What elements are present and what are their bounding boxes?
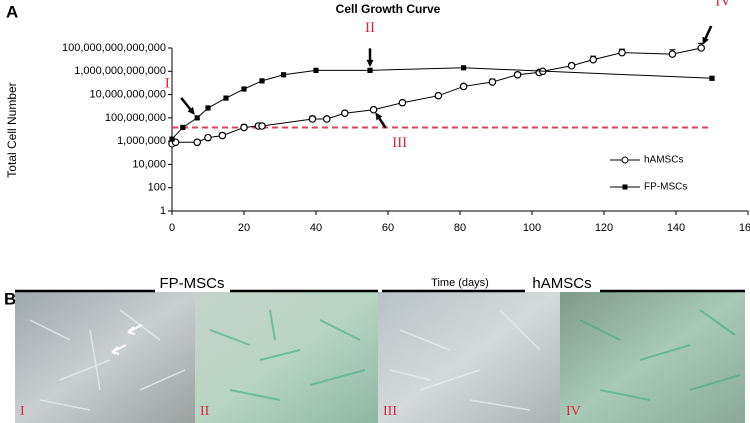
micrograph — [560, 292, 745, 423]
point — [180, 124, 186, 131]
point — [223, 95, 229, 101]
point — [367, 67, 373, 73]
x-tick-label: 20 — [238, 222, 250, 234]
point — [204, 133, 212, 142]
point — [513, 70, 522, 79]
point — [398, 98, 407, 107]
image-label: III — [383, 404, 397, 419]
stain — [209, 309, 741, 401]
x-axis-label: Time (days) — [431, 277, 489, 289]
x-tick-label: 160 — [739, 222, 750, 234]
point — [313, 67, 319, 73]
annotation: II — [365, 20, 375, 36]
point — [459, 82, 468, 91]
y-tick-label: 100 — [148, 182, 166, 194]
point — [169, 136, 175, 142]
x-tick-label: 40 — [310, 222, 322, 234]
y-tick-label: 10,000,000,000 — [90, 88, 166, 100]
x-tick-label: 140 — [667, 222, 685, 234]
point — [240, 123, 248, 132]
image-label: II — [200, 404, 210, 419]
x-tick-label: 60 — [382, 222, 394, 234]
micrograph — [378, 292, 560, 423]
panel-b: FP-MSCs hAMSCs I II III IV — [15, 275, 745, 423]
chart-title: Cell Growth Curve — [336, 2, 441, 16]
group-label: FP-MSCs — [160, 275, 225, 292]
annotation-arrowhead — [187, 107, 195, 115]
y-tick-label: 10,000 — [132, 158, 166, 170]
x-tick-label: 120 — [595, 222, 613, 234]
legend-marker — [622, 184, 628, 190]
annotation: I — [165, 75, 170, 91]
point — [488, 78, 497, 86]
point — [241, 86, 247, 92]
y-tick-label: 1,000,000 — [117, 135, 166, 147]
point — [369, 105, 378, 114]
point — [205, 105, 211, 111]
annotation-arrowhead — [702, 36, 709, 45]
point — [340, 109, 349, 118]
x-tick-label: 80 — [454, 222, 466, 234]
point — [434, 91, 443, 100]
y-tick-label: 100,000,000 — [105, 112, 166, 124]
image-label: IV — [566, 404, 581, 419]
arrows — [111, 324, 143, 355]
point — [589, 55, 598, 64]
point — [322, 115, 331, 123]
point — [194, 115, 200, 121]
point — [281, 72, 287, 78]
point — [709, 75, 715, 81]
micrograph — [195, 292, 378, 423]
point — [193, 138, 202, 147]
point — [461, 65, 467, 71]
panel-label: A — [6, 2, 18, 21]
point — [258, 122, 266, 130]
point — [259, 78, 265, 84]
y-tick-label: 100,000,000,000,000 — [62, 42, 166, 54]
micrograph — [15, 292, 195, 423]
legend-label: FP-MSCs — [644, 182, 687, 193]
panel-label: B — [4, 289, 16, 308]
point — [567, 61, 576, 70]
image-label: I — [20, 404, 25, 419]
x-tick-label: 0 — [169, 222, 175, 234]
legend-marker — [621, 156, 629, 164]
annotation: IV — [715, 0, 731, 9]
point — [218, 131, 227, 140]
annotation-arrowhead — [375, 112, 383, 121]
group-label: hAMSCs — [532, 275, 591, 292]
point — [668, 50, 677, 58]
y-axis-label: Total Cell Number — [5, 82, 19, 177]
y-tick-label: 1 — [160, 205, 166, 217]
legend-label: hAMSCs — [644, 155, 683, 166]
y-tick-label: 1,000,000,000,000 — [74, 65, 166, 77]
annotation: III — [392, 135, 407, 151]
point — [308, 115, 317, 123]
plot: 1 100 10,000 1,000,000 100,000,000 10,000,000… — [62, 0, 750, 234]
annotation-arrowhead — [366, 59, 374, 68]
point — [618, 48, 626, 57]
point — [697, 44, 706, 52]
x-tick-label: 100 — [523, 222, 541, 234]
